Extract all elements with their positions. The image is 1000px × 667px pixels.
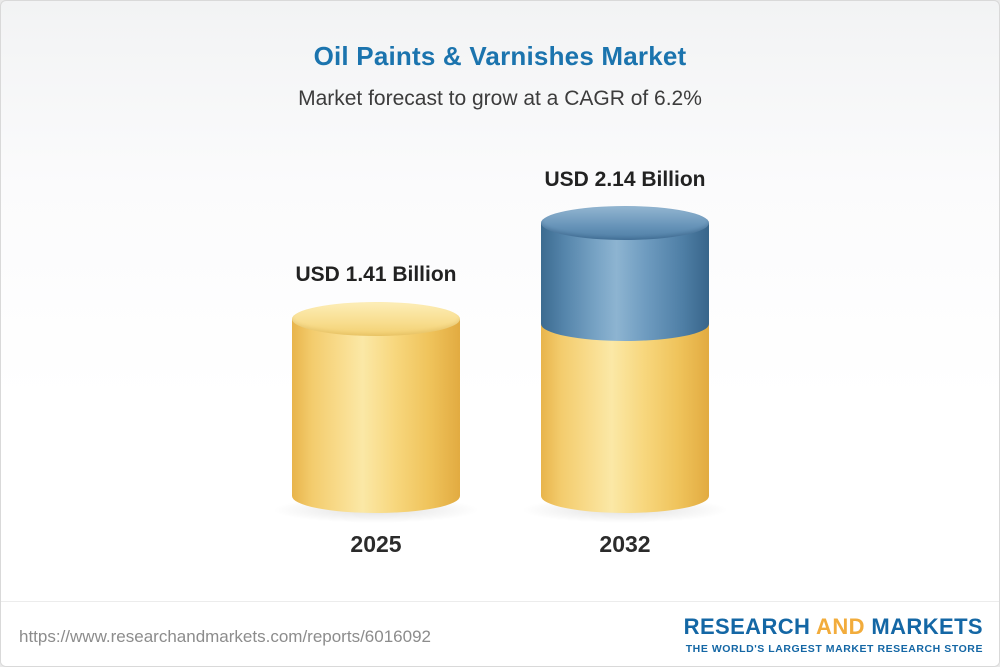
bar-2032-cylinder <box>521 206 729 523</box>
bar-2025-body <box>292 319 460 513</box>
logo-word-research: RESEARCH <box>683 614 811 639</box>
value-label-2025: USD 1.41 Billion <box>295 263 457 286</box>
logo-word-markets: MARKETS <box>871 614 983 639</box>
x-axis-label-2032: 2032 <box>599 531 651 557</box>
x-axis-label-2025: 2025 <box>350 531 402 557</box>
bar-2032-upper-segment <box>541 223 709 341</box>
bar-2025-top-ellipse <box>292 302 460 336</box>
bar-2032-top-ellipse <box>541 206 709 240</box>
logo-wordmark: RESEARCH AND MARKETS <box>684 614 983 640</box>
footer: https://www.researchandmarkets.com/repor… <box>1 601 999 666</box>
logo-tagline: THE WORLD'S LARGEST MARKET RESEARCH STOR… <box>685 643 983 655</box>
value-label-2032: USD 2.14 Billion <box>544 168 706 191</box>
research-and-markets-logo: RESEARCH AND MARKETS THE WORLD'S LARGEST… <box>684 614 983 655</box>
report-url-link[interactable]: https://www.researchandmarkets.com/repor… <box>19 627 431 646</box>
page-subtitle: Market forecast to grow at a CAGR of 6.2… <box>298 87 702 110</box>
page-title: Oil Paints & Varnishes Market <box>313 41 687 71</box>
logo-word-and: AND <box>816 614 865 639</box>
bar-2032-lower-segment <box>541 321 709 513</box>
bar-2025-cylinder <box>272 302 480 523</box>
